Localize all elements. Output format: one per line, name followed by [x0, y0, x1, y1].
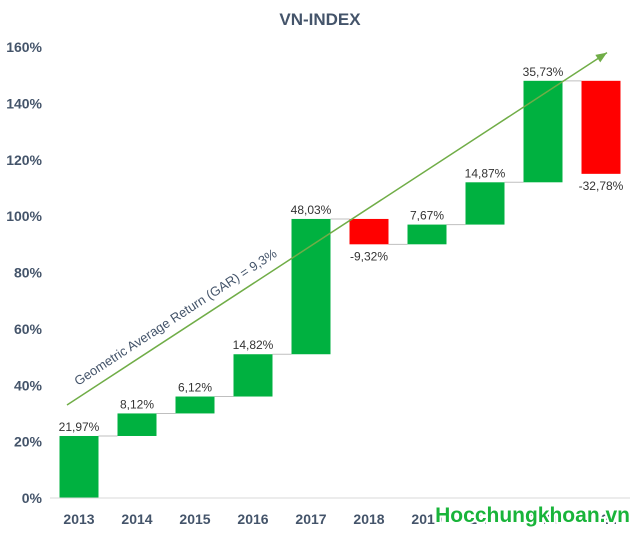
bar-2013 [59, 435, 99, 498]
bar-2018 [349, 218, 389, 245]
y-tick-label: 60% [14, 321, 43, 337]
y-tick-label: 0% [22, 490, 43, 506]
data-label: -9,32% [350, 249, 388, 263]
x-tick-label: 2022 [585, 511, 616, 527]
data-label: 48,03% [291, 203, 332, 217]
watermark: Hocchungkhoan.vn [435, 504, 630, 527]
bar-2019 [407, 224, 447, 245]
y-tick-label: 40% [14, 377, 43, 393]
y-tick-label: 100% [6, 208, 42, 224]
trend-line [66, 52, 608, 406]
x-axis: 2013 2014 2015 2016 2017 2018 2019 2020 2021 2022 [50, 497, 630, 527]
y-axis: 0% 20% 40% 60% 80% 100% 120% 140% 160% [6, 39, 42, 506]
x-tick-label: 2020 [469, 511, 500, 527]
bar-2021 [523, 80, 563, 183]
data-label: -32,78% [579, 179, 624, 193]
data-label: 8,12% [120, 397, 154, 411]
x-tick-label: 2013 [63, 511, 94, 527]
bar-2017 [291, 218, 331, 355]
y-tick-label: 20% [14, 434, 43, 450]
data-label: 6,12% [178, 381, 212, 395]
bar-2015 [175, 396, 215, 414]
connector-lines [98, 80, 582, 437]
y-tick-label: 120% [6, 152, 42, 168]
y-tick-label: 140% [6, 95, 42, 111]
x-tick-label: 2019 [411, 511, 442, 527]
x-tick-label: 2018 [353, 511, 384, 527]
bar-2014 [117, 413, 157, 436]
y-tick-label: 80% [14, 265, 43, 281]
x-tick-label: 2016 [237, 511, 268, 527]
data-labels: 21,97% 8,12% 6,12% 14,82% 48,03% -9,32% 7,67% 1… [59, 65, 624, 434]
x-tick-label: 2014 [121, 511, 152, 527]
data-label: 14,82% [233, 338, 274, 352]
bar-2020 [465, 182, 505, 225]
trend-arrow [66, 52, 608, 406]
data-label: 7,67% [410, 209, 444, 223]
trend-arrowhead [595, 52, 607, 63]
x-tick-label: 2015 [179, 511, 210, 527]
bar-series [59, 80, 621, 498]
y-tick-label: 160% [6, 39, 42, 55]
x-tick-label: 2017 [295, 511, 326, 527]
bar-2016 [233, 354, 273, 397]
data-label: 21,97% [59, 420, 100, 434]
chart-title: VN-INDEX [279, 10, 361, 29]
data-label: 14,87% [465, 166, 506, 180]
bar-2022 [581, 80, 621, 174]
x-tick-label: 2021 [527, 511, 558, 527]
data-label: 35,73% [523, 65, 564, 79]
